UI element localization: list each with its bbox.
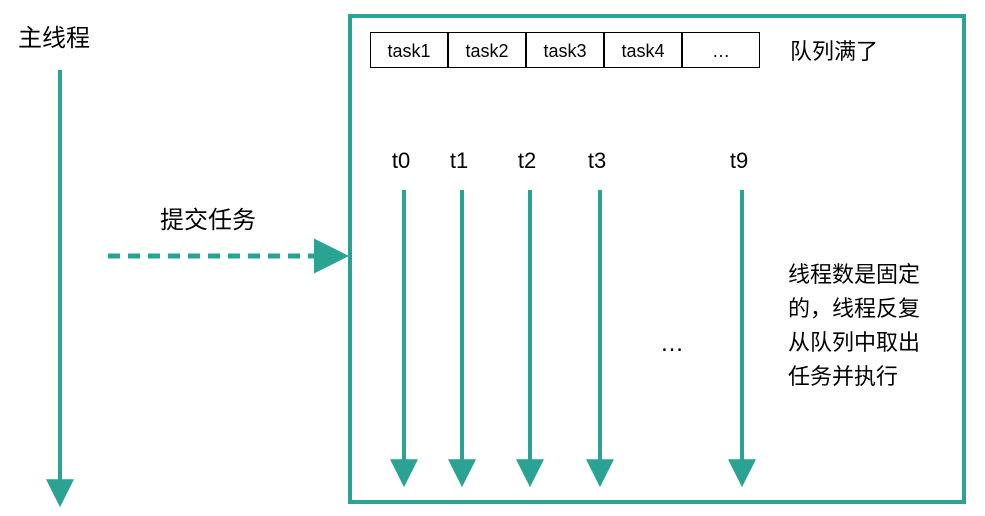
thread-label-t9: t9 <box>730 148 748 174</box>
queue-cell-1: task2 <box>448 32 526 68</box>
threads-ellipsis: … <box>660 330 684 358</box>
thread-label-t0: t0 <box>392 148 410 174</box>
main-thread-label: 主线程 <box>18 18 90 53</box>
thread-label-t1: t1 <box>450 148 468 174</box>
queue-cell-2: task3 <box>526 32 604 68</box>
queue-full-label: 队列满了 <box>790 34 878 66</box>
submit-task-label: 提交任务 <box>160 200 256 235</box>
queue-cell-0: task1 <box>370 32 448 68</box>
pool-note: 线程数是固定 的，线程反复 从队列中取出 任务并执行 <box>788 258 920 394</box>
thread-label-t2: t2 <box>518 148 536 174</box>
queue-cell-3: task4 <box>604 32 682 68</box>
thread-label-t3: t3 <box>588 148 606 174</box>
queue-cell-4: … <box>682 32 760 68</box>
